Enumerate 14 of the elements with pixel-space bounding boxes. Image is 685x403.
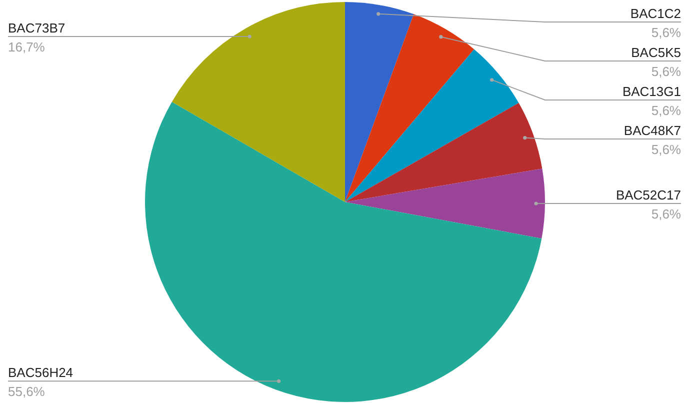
- slice-label: BAC5K5: [631, 45, 681, 60]
- slice-label: BAC48K7: [624, 123, 681, 138]
- data-label: 55,6%: [8, 384, 46, 400]
- slice-label: BAC52C17: [616, 187, 681, 202]
- data-label: 5,6%: [651, 206, 682, 222]
- data-label: 5,6%: [651, 64, 682, 79]
- slice-label: BAC56H24: [8, 365, 74, 380]
- slice-label: BAC1C2: [630, 6, 681, 21]
- data-label: 16,7%: [8, 40, 46, 55]
- slice-label: BAC73B7: [8, 20, 66, 36]
- data-label: 5,6%: [651, 25, 682, 40]
- data-label: 5,6%: [651, 142, 682, 157]
- slice-label: BAC13G1: [622, 84, 681, 99]
- data-label: 5,6%: [651, 103, 682, 118]
